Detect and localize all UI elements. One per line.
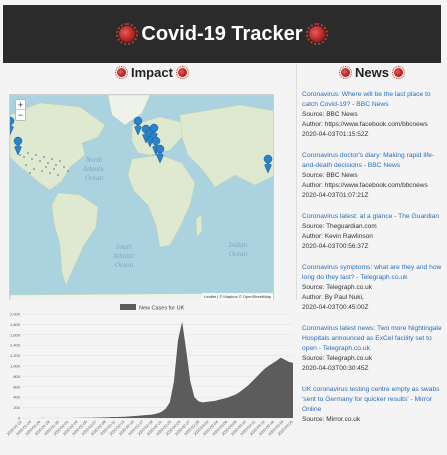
y-tick-label: 600 <box>13 384 20 389</box>
news-source: Source: Mirror.co.uk <box>302 416 361 423</box>
map-markers <box>10 116 273 174</box>
news-item: Coronavirus latest: at a glance - The Gu… <box>302 212 442 252</box>
news-list: Coronavirus: Where will be the last plac… <box>302 90 442 455</box>
y-tick-label: 1,600 <box>10 332 21 337</box>
news-source: Source: Telegraph.co.uk <box>302 355 372 362</box>
news-date: 2020-04-03T00:30:45Z <box>302 365 369 372</box>
us-case-dots <box>19 152 69 176</box>
map-canvas: North Atlantic Ocean South Atlantic Ocea… <box>10 95 273 300</box>
impact-heading: Impact <box>114 65 190 80</box>
virus-icon <box>339 66 352 79</box>
news-link[interactable]: UK coronavirus testing centre empty as s… <box>302 386 440 413</box>
virus-icon <box>391 66 405 79</box>
asia-land <box>179 104 273 188</box>
ocean-label: Ocean <box>229 250 248 258</box>
ocean-label: North <box>85 156 103 164</box>
news-date: 2020-04-03T00:56:37Z <box>302 243 369 250</box>
map-marker <box>13 136 23 156</box>
y-tick-label: 1,400 <box>10 343 21 348</box>
chart-series <box>22 321 293 418</box>
news-date: 2020-04-03T01:15:52Z <box>302 131 369 138</box>
series-area <box>22 321 293 418</box>
y-tick-label: 1,200 <box>10 353 21 358</box>
y-tick-label: 0 <box>18 416 21 421</box>
news-heading-text: News <box>355 65 389 80</box>
map-marker <box>10 116 15 136</box>
news-item: UK coronavirus testing centre empty as s… <box>302 385 442 425</box>
news-date: 2020-04-03T01:07:21Z <box>302 192 369 199</box>
news-source: Source: Theguardian.com <box>302 223 377 230</box>
zoom-in-button[interactable]: + <box>16 100 25 110</box>
news-author: Author: By Paul Nuki, <box>302 294 364 301</box>
chart-legend[interactable]: New Cases for UK <box>120 304 185 312</box>
y-tick-label: 2,000 <box>10 312 21 317</box>
page-title-text: Covid-19 Tracker <box>141 22 303 45</box>
news-source: Source: BBC News <box>302 111 358 118</box>
page-title: Covid-19 Tracker <box>115 23 328 46</box>
y-tick-label: 1,000 <box>10 364 21 369</box>
news-item: Coronavirus doctor's diary: Making rapid… <box>302 151 442 201</box>
news-item: Coronavirus: Where will be the last plac… <box>302 90 442 140</box>
map-marker <box>133 116 143 136</box>
news-link[interactable]: Coronavirus latest: at a glance - The Gu… <box>302 213 440 220</box>
map-marker <box>155 144 165 164</box>
cases-chart: New Cases for UK 0 200 400 600 800 1,000 1,200… <box>4 300 298 455</box>
ocean-label: Atlantic <box>82 165 106 173</box>
y-tick-label: 800 <box>13 374 20 379</box>
news-date: 2020-04-03T00:45:00Z <box>302 304 369 311</box>
world-map[interactable]: + − North Atlantic Ocean South Atlantic … <box>9 94 274 301</box>
news-author: Author: https://www.facebook.com/bbcnews <box>302 121 428 128</box>
cases-chart-svg: New Cases for UK 0 200 400 600 800 1,000 1,200… <box>6 304 294 437</box>
news-link[interactable]: Coronavirus latest news: Two more Nighti… <box>302 325 442 352</box>
news-source: Source: BBC News <box>302 172 358 179</box>
ocean-labels: North Atlantic Ocean South Atlantic Ocea… <box>82 156 248 269</box>
news-link[interactable]: Coronavirus symptoms: what are they and … <box>302 264 442 281</box>
greenland-land <box>107 95 151 126</box>
x-axis: 2020-01-222020-01-242020-01-262020-01-28… <box>6 420 294 437</box>
ocean-label: Ocean <box>85 174 104 182</box>
ocean-label: Ocean <box>115 261 134 269</box>
madagascar-land <box>195 214 203 238</box>
y-tick-label: 400 <box>13 395 20 400</box>
impact-heading-text: Impact <box>131 65 173 80</box>
news-author: Author: Kevin Rawlinson <box>302 233 373 240</box>
ocean-label: South <box>116 243 132 251</box>
ocean-label: Indian <box>228 241 248 249</box>
news-source: Source: Telegraph.co.uk <box>302 284 372 291</box>
legend-label: New Cases for UK <box>139 306 185 312</box>
virus-icon <box>115 66 128 79</box>
africa-land <box>127 154 196 248</box>
news-item: Coronavirus latest news: Two more Nighti… <box>302 324 442 374</box>
virus-icon <box>116 23 139 45</box>
south-america-land <box>51 192 99 286</box>
news-link[interactable]: Coronavirus: Where will be the last plac… <box>302 91 431 108</box>
map-attribution: Leaflet | © Mapbox © OpenStreetMap <box>202 293 273 300</box>
map-marker <box>263 154 273 174</box>
virus-icon <box>175 66 189 79</box>
header-bar: Covid-19 Tracker <box>3 5 441 63</box>
news-author: Author: https://www.facebook.com/bbcnews <box>302 182 428 189</box>
news-item: Coronavirus symptoms: what are they and … <box>302 263 442 313</box>
virus-icon <box>305 23 328 45</box>
zoom-out-button[interactable]: − <box>17 110 24 120</box>
ocean-label: Atlantic <box>112 252 136 260</box>
y-tick-label: 1,800 <box>10 322 21 327</box>
zoom-control: + − <box>15 99 26 121</box>
column-divider <box>296 64 297 455</box>
news-link[interactable]: Coronavirus doctor's diary: Making rapid… <box>302 152 435 169</box>
y-tick-label: 200 <box>13 405 20 410</box>
legend-swatch <box>120 304 136 310</box>
news-heading: News <box>338 65 406 80</box>
